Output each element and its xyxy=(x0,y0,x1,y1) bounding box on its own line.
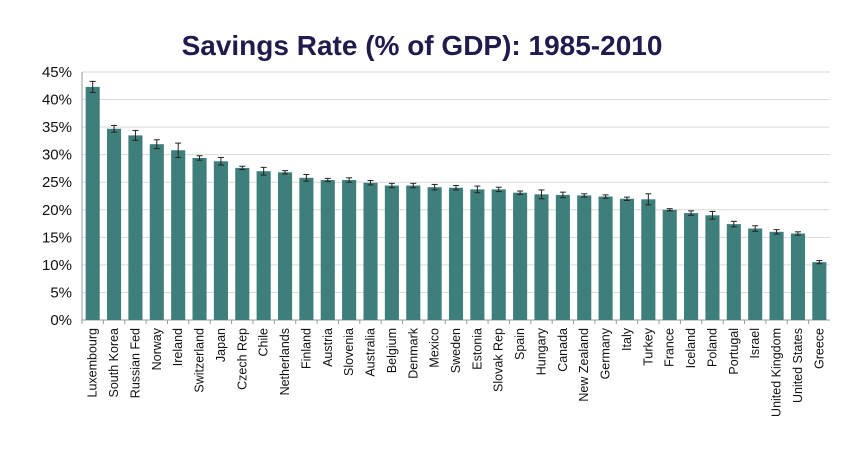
x-tick-label: Mexico xyxy=(428,328,442,368)
bar xyxy=(256,171,271,320)
bar xyxy=(192,157,207,320)
bar xyxy=(534,194,549,320)
y-tick-label: 35% xyxy=(42,119,72,136)
chart-title: Savings Rate (% of GDP): 1985-2010 xyxy=(181,30,663,61)
bar xyxy=(619,198,635,320)
bar xyxy=(470,189,485,320)
x-tick-label: Sweden xyxy=(449,328,463,373)
bar xyxy=(812,262,827,320)
x-tick-label: Czech Rep xyxy=(235,328,249,390)
x-tick-label: Germany xyxy=(599,327,613,379)
x-tick-label: United States xyxy=(791,328,805,403)
x-tick-label: Spain xyxy=(513,328,527,360)
bar xyxy=(641,199,656,320)
x-tick-label: Japan xyxy=(214,328,228,362)
bar xyxy=(363,182,378,320)
x-tick-label: New Zealand xyxy=(577,328,591,402)
x-tick-label: Israel xyxy=(748,328,762,359)
x-tick-label: Iceland xyxy=(684,328,698,368)
bar xyxy=(598,196,613,320)
bar xyxy=(171,150,186,320)
bar xyxy=(342,180,357,320)
x-tick-label: Switzerland xyxy=(193,328,207,393)
x-tick-label: Canada xyxy=(556,328,570,372)
x-tick-label: Italy xyxy=(620,327,634,351)
x-tick-label: Denmark xyxy=(406,327,420,378)
y-tick-label: 40% xyxy=(42,92,72,109)
x-tick-label: Slovenia xyxy=(342,328,356,376)
x-tick-label: United Kingdom xyxy=(770,328,784,417)
bar xyxy=(107,128,122,320)
x-tick-label: Estonia xyxy=(470,328,484,370)
bar xyxy=(320,180,335,320)
x-tick-label: Finland xyxy=(299,328,313,369)
x-tick-label: Belgium xyxy=(385,328,399,373)
bar xyxy=(299,177,314,320)
x-tick-label: Poland xyxy=(705,328,719,367)
bar xyxy=(748,228,763,320)
bar xyxy=(128,135,143,320)
x-tick-label: Turkey xyxy=(641,327,655,365)
bar xyxy=(384,185,399,320)
x-tick-label: Portugal xyxy=(727,328,741,375)
bar xyxy=(406,185,421,320)
bar xyxy=(213,161,228,320)
y-tick-label: 20% xyxy=(42,202,72,219)
y-tick-label: 45% xyxy=(42,64,72,81)
y-tick-label: 10% xyxy=(42,257,72,274)
x-tick-label: Luxembourg xyxy=(86,328,100,398)
bar xyxy=(577,195,592,320)
bar xyxy=(705,215,720,320)
bar xyxy=(277,172,293,320)
bar xyxy=(662,209,677,320)
x-tick-label: Russian Fed xyxy=(128,328,142,398)
x-tick-label: France xyxy=(663,328,677,367)
x-tick-label: Ireland xyxy=(171,328,185,366)
x-tick-label: Austria xyxy=(321,328,335,367)
bar xyxy=(555,194,570,320)
x-tick-label: Norway xyxy=(150,327,164,370)
y-tick-label: 15% xyxy=(42,229,72,246)
bar xyxy=(85,86,100,320)
bar xyxy=(684,213,699,320)
bar xyxy=(448,187,464,320)
bar xyxy=(790,233,805,320)
y-tick-label: 30% xyxy=(42,147,72,164)
bar xyxy=(491,189,506,320)
bar xyxy=(149,144,164,320)
y-tick-label: 0% xyxy=(50,312,72,329)
bar xyxy=(513,192,528,320)
bar xyxy=(769,231,784,320)
bar xyxy=(427,187,442,320)
y-tick-label: 25% xyxy=(42,174,72,191)
x-tick-label: Chile xyxy=(257,328,271,357)
bar xyxy=(235,167,250,320)
x-tick-label: Slovak Rep xyxy=(492,328,506,392)
x-tick-label: Hungary xyxy=(534,327,548,375)
x-tick-label: Netherlands xyxy=(278,328,292,395)
bar xyxy=(726,224,741,320)
y-tick-label: 5% xyxy=(50,284,72,301)
x-tick-label: Australia xyxy=(364,328,378,377)
x-tick-label: South Korea xyxy=(107,328,121,398)
x-tick-label: Greece xyxy=(812,328,826,369)
